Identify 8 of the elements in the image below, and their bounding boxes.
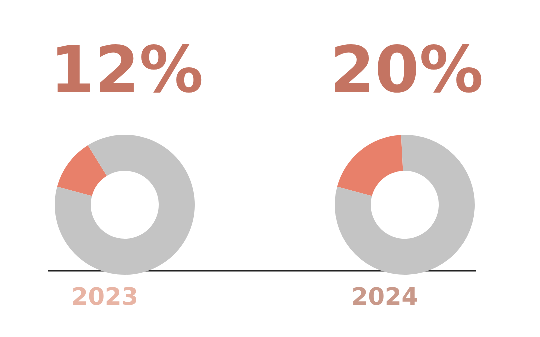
data-label: 12% xyxy=(50,34,204,108)
text: 2023 xyxy=(72,283,138,311)
donut-slice xyxy=(55,135,195,275)
donut-slice xyxy=(57,146,108,196)
data-label: 20% xyxy=(330,34,484,108)
donut-slice xyxy=(337,135,404,196)
donut-slice xyxy=(335,135,475,275)
text: 2024 xyxy=(352,283,418,311)
